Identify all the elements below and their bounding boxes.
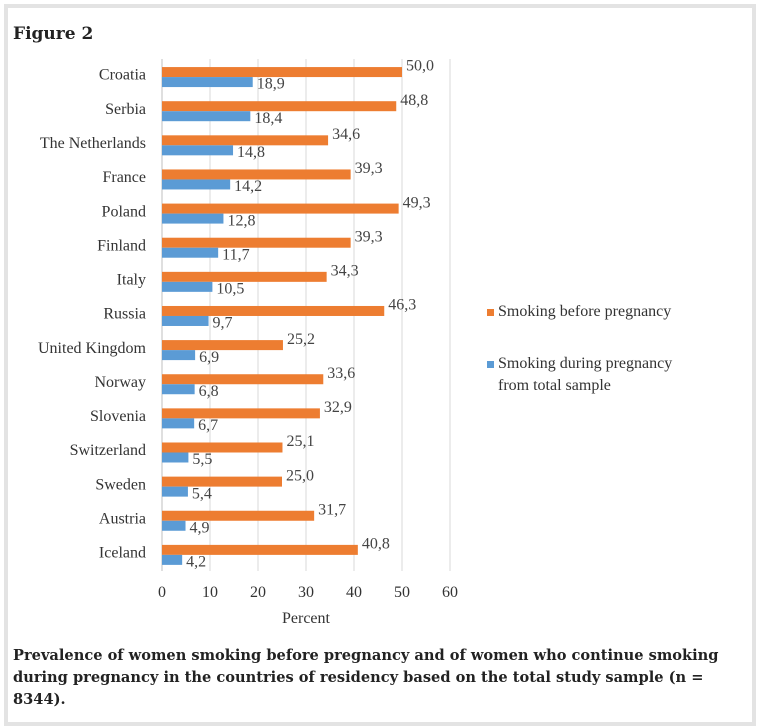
category-label: Italy: [117, 272, 146, 289]
data-label-before: 40,8: [362, 536, 390, 553]
data-label-during: 5,5: [192, 451, 212, 468]
data-label-during: 6,8: [199, 383, 219, 400]
bar-before: [162, 271, 327, 282]
data-label-during: 18,4: [254, 110, 282, 127]
bar-during: [162, 213, 224, 224]
data-label-before: 25,1: [286, 433, 314, 450]
category-label: Croatia: [99, 67, 146, 84]
bar-before: [162, 476, 282, 487]
bar-during: [162, 111, 251, 122]
x-tick-label: 30: [298, 584, 314, 601]
bar-before: [162, 340, 283, 351]
bar-during: [162, 384, 195, 395]
category-label: Austria: [99, 510, 146, 527]
data-label-during: 11,7: [222, 246, 249, 263]
data-label-during: 14,8: [237, 144, 265, 161]
bar-before: [162, 544, 358, 555]
data-label-before: 34,3: [331, 263, 359, 280]
bar-before: [162, 374, 324, 385]
x-tick-label: 20: [250, 584, 266, 601]
x-axis-title: Percent: [282, 610, 331, 627]
data-label-before: 39,3: [355, 160, 383, 177]
data-label-before: 34,6: [332, 126, 360, 143]
category-label: Poland: [102, 203, 146, 220]
legend-label-during-line1: Smoking during pregnancy: [498, 355, 673, 372]
data-label-before: 33,6: [327, 365, 355, 382]
figure-label: Figure 2: [13, 24, 94, 44]
data-label-during: 18,9: [257, 76, 285, 93]
data-label-during: 6,7: [198, 417, 218, 434]
data-label-before: 49,3: [403, 194, 431, 211]
bar-before: [162, 101, 397, 112]
category-label: Russia: [103, 306, 146, 323]
figure-caption: Prevalence of women smoking before pregn…: [13, 647, 719, 708]
bar-before: [162, 67, 402, 78]
category-label: Finland: [97, 237, 146, 254]
bar-during: [162, 486, 188, 497]
figure-frame: [4, 4, 756, 726]
category-label: Switzerland: [70, 442, 146, 459]
bar-before: [162, 510, 315, 521]
bar-during: [162, 179, 231, 190]
bar-before: [162, 305, 385, 316]
bar-during: [162, 247, 219, 258]
category-label: Norway: [94, 374, 146, 391]
bar-before: [162, 237, 351, 248]
bar-before: [162, 135, 329, 146]
bar-before: [162, 408, 320, 419]
bar-during: [162, 350, 196, 361]
data-label-during: 4,9: [190, 519, 210, 536]
x-tick-label: 10: [202, 584, 218, 601]
legend-swatch-during: [487, 361, 494, 368]
data-label-before: 32,9: [324, 399, 352, 416]
data-label-before: 39,3: [355, 228, 383, 245]
bar-before: [162, 203, 399, 214]
x-tick-label: 40: [346, 584, 362, 601]
bar-before: [162, 442, 283, 453]
data-label-during: 4,2: [186, 554, 206, 571]
category-label: Slovenia: [90, 408, 146, 425]
bar-during: [162, 452, 189, 463]
bar-during: [162, 520, 186, 531]
legend-label-before: Smoking before pregnancy: [498, 303, 672, 320]
data-label-during: 6,9: [199, 349, 219, 366]
data-label-before: 31,7: [318, 501, 346, 518]
legend-swatch-before: [487, 309, 494, 316]
bar-chart: 0 10 20 30 40 50 60 Percent Croatia 50,0 18,9 Serbi…: [38, 58, 458, 627]
bar-during: [162, 145, 234, 156]
data-label-during: 12,8: [227, 212, 255, 229]
legend-label-during-line2: from total sample: [498, 377, 611, 394]
x-tick-label: 50: [394, 584, 410, 601]
x-tick-label: 0: [158, 584, 166, 601]
bar-during: [162, 315, 209, 326]
bar-during: [162, 418, 195, 429]
bar-during: [162, 281, 213, 292]
category-label: The Netherlands: [40, 135, 146, 152]
data-label-before: 48,8: [400, 92, 428, 109]
data-label-before: 25,2: [287, 331, 315, 348]
data-label-before: 50,0: [406, 58, 434, 75]
category-label: United Kingdom: [38, 340, 147, 357]
data-label-before: 25,0: [286, 467, 314, 484]
category-label: Serbia: [105, 101, 146, 118]
category-label: France: [102, 169, 146, 186]
data-label-during: 9,7: [213, 315, 233, 332]
category-label: Sweden: [95, 476, 146, 493]
data-label-during: 10,5: [216, 281, 244, 298]
data-label-during: 5,4: [192, 485, 212, 502]
bar-during: [162, 554, 183, 565]
bar-before: [162, 169, 351, 180]
data-label-during: 14,2: [234, 178, 262, 195]
x-tick-label: 60: [442, 584, 458, 601]
category-label: Iceland: [99, 545, 146, 562]
bar-during: [162, 77, 253, 88]
data-label-before: 46,3: [388, 297, 416, 314]
